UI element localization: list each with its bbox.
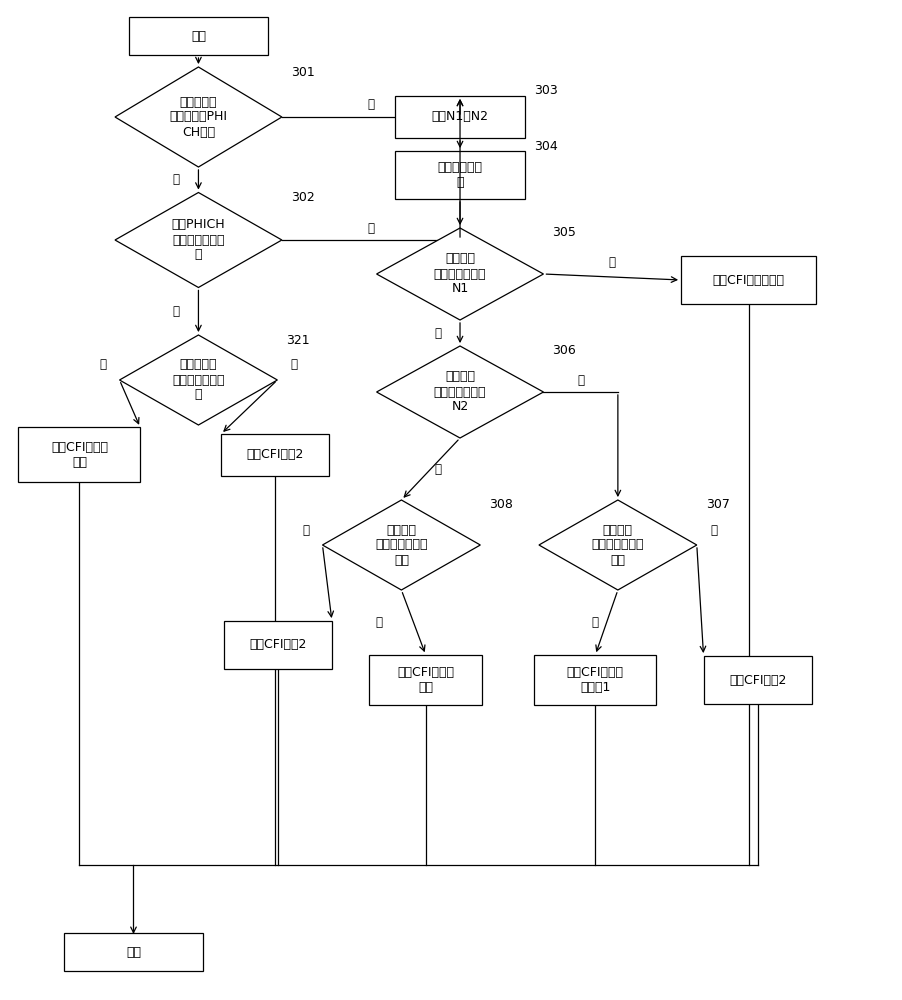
Text: 确定CFI值为最
大值: 确定CFI值为最 大值 xyxy=(397,666,455,694)
Text: 是: 是 xyxy=(577,373,584,386)
FancyBboxPatch shape xyxy=(221,434,329,476)
Text: 否: 否 xyxy=(99,359,106,371)
Text: 303: 303 xyxy=(534,85,558,98)
Text: 判断PHICH
是否处于普通模
式: 判断PHICH 是否处于普通模 式 xyxy=(171,219,226,261)
Text: 确定CFI值为最
小值加1: 确定CFI值为最 小值加1 xyxy=(566,666,624,694)
FancyBboxPatch shape xyxy=(681,256,816,304)
Text: 是: 是 xyxy=(711,523,717,536)
Polygon shape xyxy=(377,346,543,438)
Text: 结束: 结束 xyxy=(126,946,141,958)
Text: 判断当前
子帧是否为特殊
子帧: 判断当前 子帧是否为特殊 子帧 xyxy=(592,524,644,566)
Text: 是: 是 xyxy=(302,523,308,536)
FancyBboxPatch shape xyxy=(370,655,482,705)
FancyBboxPatch shape xyxy=(63,933,203,971)
Polygon shape xyxy=(323,500,480,590)
Polygon shape xyxy=(115,67,281,167)
Text: 是: 是 xyxy=(609,255,616,268)
Text: 开始: 开始 xyxy=(191,29,206,42)
Text: 否: 否 xyxy=(367,99,374,111)
Text: 计算N1、N2: 计算N1、N2 xyxy=(431,110,489,123)
Text: 321: 321 xyxy=(287,334,310,347)
Text: 301: 301 xyxy=(290,66,315,79)
Text: 307: 307 xyxy=(706,498,730,512)
Text: 否: 否 xyxy=(434,327,441,340)
Text: 是: 是 xyxy=(172,173,179,186)
Polygon shape xyxy=(377,228,543,320)
Text: 确定CFI值为2: 确定CFI值为2 xyxy=(729,674,787,686)
Text: 确定CFI值为最小值: 确定CFI值为最小值 xyxy=(713,273,785,286)
FancyBboxPatch shape xyxy=(18,427,141,482)
Text: 判断当前
子帧是否为特殊
子帧: 判断当前 子帧是否为特殊 子帧 xyxy=(375,524,428,566)
Text: 判断当前子
帧是否采用PHI
CH传输: 判断当前子 帧是否采用PHI CH传输 xyxy=(170,96,227,138)
Text: 否: 否 xyxy=(375,616,382,629)
Text: 是: 是 xyxy=(290,359,298,371)
Text: 是: 是 xyxy=(367,222,374,234)
Polygon shape xyxy=(539,500,697,590)
Text: 306: 306 xyxy=(552,344,576,358)
FancyBboxPatch shape xyxy=(395,96,525,138)
Text: 判断当前子
帧是否为特殊子
帧: 判断当前子 帧是否为特殊子 帧 xyxy=(172,359,225,401)
Text: 确定CFI值为2: 确定CFI值为2 xyxy=(246,448,304,462)
FancyBboxPatch shape xyxy=(395,151,525,199)
FancyBboxPatch shape xyxy=(534,655,657,705)
Text: 判断调度
用户数是否小于
N1: 判断调度 用户数是否小于 N1 xyxy=(434,252,486,296)
FancyBboxPatch shape xyxy=(704,656,812,704)
Polygon shape xyxy=(115,192,281,288)
Text: 302: 302 xyxy=(290,191,315,204)
Text: 305: 305 xyxy=(552,227,576,239)
Text: 否: 否 xyxy=(434,463,441,476)
FancyBboxPatch shape xyxy=(224,621,332,669)
Text: 308: 308 xyxy=(489,498,513,512)
Polygon shape xyxy=(119,335,278,425)
Text: 判断调度
用户数是否小于
N2: 判断调度 用户数是否小于 N2 xyxy=(434,370,486,414)
Text: 否: 否 xyxy=(592,616,599,629)
Text: 获取调度用户
数: 获取调度用户 数 xyxy=(437,161,483,189)
Text: 确定CFI值为最
大值: 确定CFI值为最 大值 xyxy=(51,441,108,469)
Text: 304: 304 xyxy=(534,139,558,152)
Text: 确定CFI值为2: 确定CFI值为2 xyxy=(249,639,307,652)
FancyBboxPatch shape xyxy=(129,17,269,55)
Text: 否: 否 xyxy=(172,305,179,318)
